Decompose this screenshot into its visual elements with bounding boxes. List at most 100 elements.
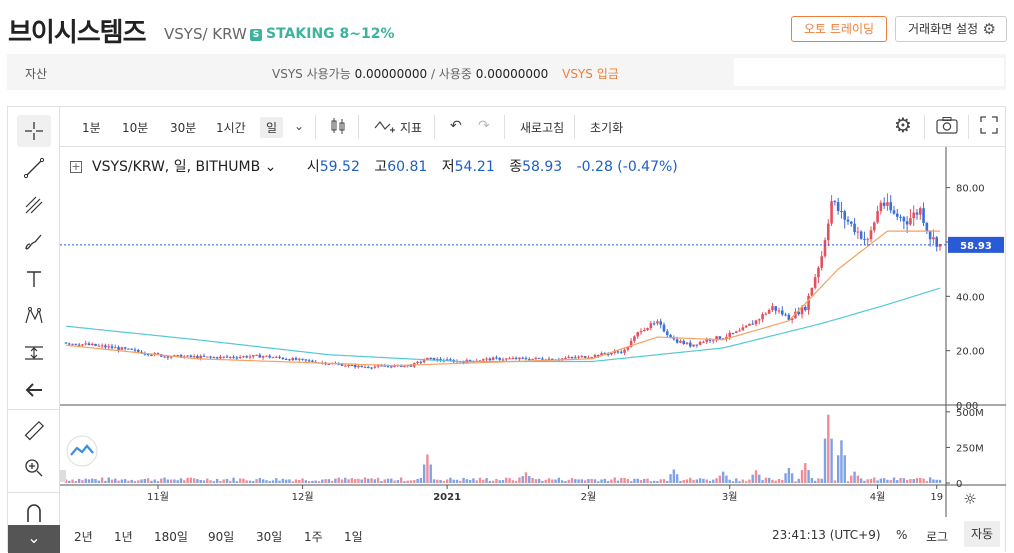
legend-high-value: 60.81 <box>387 159 428 175</box>
chart-clock[interactable]: 23:41:13 (UTC+9) <box>772 528 881 542</box>
candle-body <box>817 267 820 278</box>
volume-bar <box>110 479 114 483</box>
x-tick-label: 2월 <box>581 491 597 503</box>
candle-body <box>524 358 528 360</box>
volume-bar <box>321 479 324 483</box>
range-1d[interactable]: 1일 <box>344 530 363 544</box>
volume-bar <box>396 480 400 483</box>
indicator-button[interactable]: 지표 <box>400 121 423 135</box>
price-chart[interactable]: 80.0060.0040.0020.000.00500M250M011월12월2… <box>60 147 1006 517</box>
candle-body <box>297 358 301 360</box>
candle-body <box>902 217 906 222</box>
refresh-button[interactable]: 새로고침 <box>520 121 565 135</box>
candle-body <box>925 223 929 232</box>
volume-bar <box>557 477 561 483</box>
volume-bar <box>462 477 465 483</box>
crosshair-icon[interactable] <box>17 115 51 147</box>
timeframe-1d[interactable]: 일 <box>260 117 284 138</box>
staking-info[interactable]: S STAKING 8~12% <box>250 26 395 42</box>
timeframe-1m[interactable]: 1분 <box>82 121 101 135</box>
volume-bar <box>505 477 508 483</box>
range-2y[interactable]: 2년 <box>74 530 93 544</box>
candle-body <box>738 330 741 332</box>
reset-button[interactable]: 초기화 <box>590 121 624 135</box>
pattern-icon[interactable] <box>17 300 51 332</box>
magnet-icon[interactable] <box>17 497 51 529</box>
deposit-link[interactable]: VSYS 입금 <box>562 67 619 81</box>
candle-body <box>833 201 837 203</box>
axis-settings-icon[interactable]: ☼ <box>963 490 976 508</box>
volume-bar <box>698 478 702 483</box>
fullscreen-icon[interactable] <box>980 116 998 138</box>
volume-bar <box>501 480 505 483</box>
redo-icon[interactable]: ↷ <box>478 118 490 134</box>
timeframe-1h[interactable]: 1시간 <box>216 121 246 135</box>
volume-bar <box>600 479 603 483</box>
candle-body <box>744 325 748 328</box>
candle-type-icon[interactable] <box>330 116 346 140</box>
candle-body <box>508 358 511 360</box>
chevron-down-icon[interactable]: ⌄ <box>8 525 60 553</box>
pitchfork-icon[interactable] <box>17 189 51 221</box>
measure-range-icon[interactable] <box>17 337 51 369</box>
range-30d[interactable]: 30일 <box>256 530 283 544</box>
candle-body <box>751 323 755 325</box>
legend-symbol[interactable]: VSYS/KRW, 일, BITHUMB <box>92 159 261 175</box>
volume-tick-label: 250M <box>956 443 984 454</box>
candle-body <box>117 347 120 350</box>
volume-bar <box>77 478 81 483</box>
log-scale-toggle[interactable]: 로그 <box>926 530 949 544</box>
volume-bar <box>166 479 170 483</box>
candle-body <box>843 211 847 220</box>
candle-body <box>376 365 380 367</box>
undo-icon[interactable]: ↶ <box>450 118 462 134</box>
candle-body <box>462 361 465 363</box>
volume-bar <box>764 477 768 483</box>
settings-icon[interactable]: ⚙ <box>894 113 912 137</box>
candle-body <box>731 332 735 334</box>
text-tool-icon[interactable] <box>17 263 51 295</box>
asset-label: 자산 <box>25 67 48 81</box>
volume-bar <box>403 481 406 483</box>
ruler-icon[interactable] <box>17 415 51 447</box>
candle-body <box>780 310 784 315</box>
camera-icon[interactable] <box>936 116 958 138</box>
screen-settings-button[interactable]: 거래화면 설정 ⚙ <box>895 16 1007 42</box>
back-arrow-icon[interactable] <box>17 374 51 406</box>
chart-legend: + VSYS/KRW, 일, BITHUMB ⌄ 시59.52 고60.81 저5… <box>70 159 678 175</box>
candle-body <box>741 327 745 331</box>
range-1y[interactable]: 1년 <box>114 530 133 544</box>
percent-scale-toggle[interactable]: % <box>896 528 908 542</box>
candle-body <box>176 355 180 357</box>
volume-bar <box>833 480 837 483</box>
auto-scale-toggle[interactable]: 자동 <box>964 521 1000 547</box>
indicator-icon[interactable] <box>374 116 396 140</box>
auto-trading-button[interactable]: 오토 트레이딩 <box>791 16 887 42</box>
timeframe-30m[interactable]: 30분 <box>170 121 197 135</box>
volume-bar <box>679 480 682 483</box>
candle-body <box>156 353 160 355</box>
expand-icon[interactable]: + <box>70 160 82 173</box>
volume-bar <box>284 479 288 483</box>
trend-line-icon[interactable] <box>17 152 51 184</box>
zoom-in-icon[interactable] <box>17 452 51 484</box>
volume-bar <box>97 480 101 483</box>
volume-bar <box>439 479 442 483</box>
volume-bar <box>781 479 784 483</box>
candle-body <box>426 357 429 361</box>
timeframe-10m[interactable]: 10분 <box>122 121 149 135</box>
volume-bar <box>800 470 804 483</box>
candle-body <box>692 344 695 347</box>
brush-icon[interactable] <box>17 226 51 258</box>
range-1w[interactable]: 1주 <box>304 530 323 544</box>
candle-body <box>718 336 722 339</box>
range-180d[interactable]: 180일 <box>154 530 188 544</box>
volume-bar <box>143 478 147 483</box>
volume-bar <box>258 477 262 483</box>
range-90d[interactable]: 90일 <box>208 530 235 544</box>
volume-bar <box>925 481 929 483</box>
candle-body <box>432 357 436 361</box>
candle-body <box>695 344 699 346</box>
volume-bar <box>183 480 186 483</box>
chevron-down-icon[interactable]: ⌄ <box>294 119 305 133</box>
